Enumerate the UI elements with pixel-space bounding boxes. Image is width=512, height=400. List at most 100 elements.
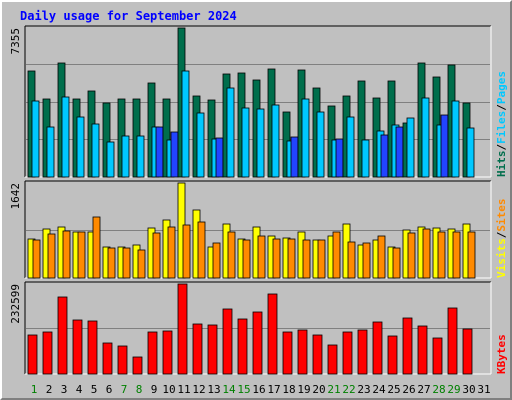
bar-kbytes-day-14 [222,308,233,375]
bar-kbytes-day-8 [132,356,143,375]
bar-hits-day-6 [102,102,111,178]
bar-files-day-22 [346,116,355,178]
bar-pages-day-24 [380,134,389,178]
x-tick-label: 5 [91,383,98,396]
bar-sites-day-3 [62,230,71,279]
bar-sites-day-20 [317,239,326,279]
x-tick-label: 28 [432,383,445,396]
bar-files-day-26 [406,117,415,178]
bar-files-day-12 [196,112,205,178]
x-tick-label: 10 [162,383,175,396]
bar-kbytes-day-11 [177,283,188,375]
panel-legend: Visits/Sites [495,199,508,279]
bar-files-day-19 [301,98,310,178]
bar-pages-day-28 [440,114,449,178]
bar-sites-day-8 [137,249,146,279]
bar-files-day-4 [76,116,85,178]
x-tick-label: 29 [447,383,460,396]
bar-files-day-30 [466,127,475,178]
bar-sites-day-6 [107,247,116,279]
bar-sites-day-7 [122,247,131,279]
bar-sites-day-22 [347,241,356,279]
bar-sites-day-14 [227,231,236,279]
bar-pages-day-25 [395,126,404,178]
bar-pages-day-21 [335,138,344,178]
x-tick-label: 20 [312,383,325,396]
bar-sites-day-23 [362,242,371,279]
y-max-label: 1642 [9,183,22,210]
bar-files-day-20 [316,111,325,178]
bar-kbytes-day-26 [402,317,413,375]
bar-kbytes-day-6 [102,342,113,375]
bar-sites-day-28 [437,231,446,279]
bar-files-day-1 [31,100,40,178]
legend-item: Visits [495,238,508,278]
bar-hits-day-23 [357,80,366,178]
bar-hits-day-10 [162,98,171,178]
bar-files-day-2 [46,126,55,178]
legend-item: / [495,231,508,238]
x-tick-label: 11 [177,383,190,396]
bar-kbytes-day-4 [72,319,83,375]
bar-files-day-8 [136,135,145,178]
y-max-label: 232599 [9,284,22,324]
x-tick-label: 22 [342,383,355,396]
x-tick-label: 17 [267,383,280,396]
bar-files-day-23 [361,139,370,178]
bar-kbytes-day-27 [417,325,428,375]
bar-sites-day-24 [377,235,386,279]
x-tick-label: 8 [136,383,143,396]
x-tick-label: 3 [61,383,68,396]
bar-kbytes-day-28 [432,337,443,375]
bar-hits-day-13 [207,99,216,178]
x-tick-label: 19 [297,383,310,396]
bar-sites-day-18 [287,238,296,279]
bar-kbytes-day-5 [87,320,98,375]
bar-files-day-29 [451,100,460,178]
chart-title: Daily usage for September 2024 [20,9,237,23]
bar-kbytes-day-18 [282,331,293,375]
bar-kbytes-day-12 [192,323,203,375]
x-tick-label: 30 [462,383,475,396]
bar-kbytes-day-7 [117,345,128,375]
bar-kbytes-day-21 [327,344,338,375]
x-tick-label: 31 [477,383,490,396]
x-tick-label: 12 [192,383,205,396]
x-tick-label: 7 [121,383,128,396]
panel-legend: KBytes [495,334,508,374]
bar-sites-day-9 [152,232,161,279]
bar-sites-day-2 [47,233,56,279]
x-tick-label: 25 [387,383,400,396]
x-tick-label: 21 [327,383,340,396]
bar-files-day-15 [241,107,250,178]
bar-sites-day-30 [467,231,476,279]
bar-sites-day-13 [212,242,221,279]
bar-sites-day-26 [407,232,416,279]
bar-kbytes-day-17 [267,293,278,375]
bar-kbytes-day-2 [42,331,53,375]
bar-kbytes-day-23 [357,329,368,375]
bar-kbytes-day-16 [252,311,263,375]
legend-item: Sites [495,199,508,232]
bar-sites-day-11 [182,224,191,279]
y-max-label: 7355 [9,28,22,55]
x-tick-label: 14 [222,383,236,396]
bar-sites-day-27 [422,228,431,279]
bar-files-day-11 [181,70,190,178]
bar-pages-day-18 [290,136,299,178]
bar-kbytes-day-25 [387,335,398,375]
legend-item: / [495,144,508,151]
bar-sites-day-10 [167,226,176,279]
bar-sites-day-19 [302,239,311,279]
bar-kbytes-day-15 [237,318,248,375]
bar-sites-day-5 [92,216,101,279]
x-tick-label: 6 [106,383,113,396]
bar-kbytes-day-30 [462,328,473,375]
x-tick-label: 13 [207,383,220,396]
bar-kbytes-day-29 [447,307,458,375]
bar-sites-day-4 [77,231,86,279]
bar-sites-day-25 [392,247,401,279]
x-tick-label: 2 [46,383,53,396]
x-tick-label: 27 [417,383,430,396]
